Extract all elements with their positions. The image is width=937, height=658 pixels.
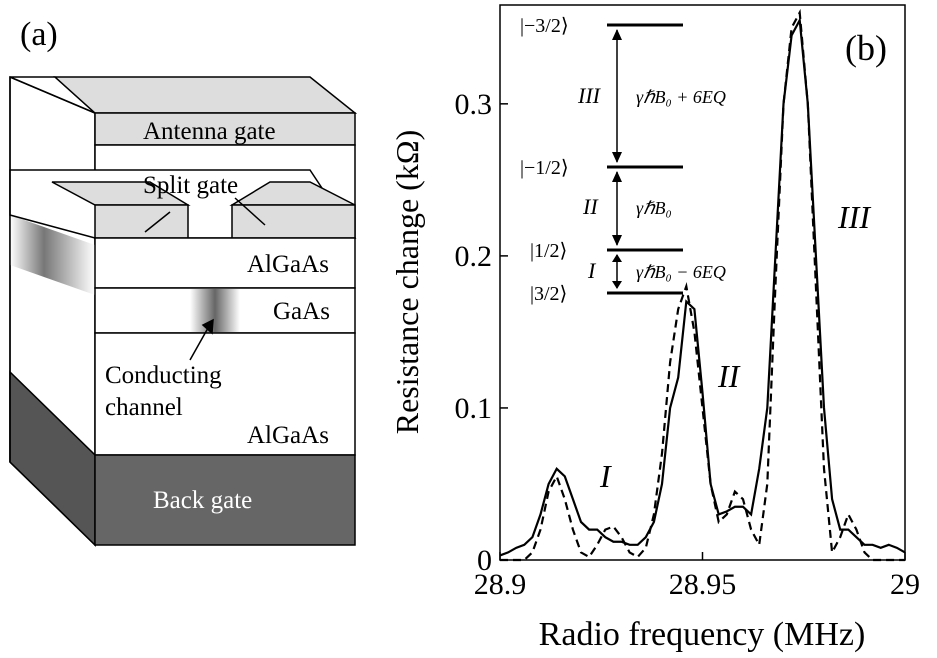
device-diagram bbox=[9, 75, 358, 547]
y-axis-label: Resistance change (kΩ) bbox=[389, 130, 425, 435]
level-diagram bbox=[607, 23, 683, 295]
level-label: |3/2⟩ bbox=[530, 283, 567, 305]
channel-label: Conducting bbox=[105, 362, 222, 389]
peak-label: III bbox=[837, 199, 871, 235]
transition-energy: γℏB₀ − 6EQ bbox=[636, 262, 726, 282]
transition-energy: γℏB₀ bbox=[636, 198, 672, 218]
x-tick-label: 28.95 bbox=[669, 568, 737, 601]
data-line bbox=[500, 8, 905, 562]
layer-label: AlGaAs bbox=[247, 251, 329, 278]
data-line bbox=[499, 16, 906, 557]
transition-label: I bbox=[587, 258, 597, 283]
level-label: |−1/2⟩ bbox=[520, 157, 569, 179]
layer-label: Back gate bbox=[153, 487, 252, 514]
layer-label: AlGaAs bbox=[247, 422, 329, 449]
level-label: |1/2⟩ bbox=[530, 240, 567, 262]
layer-label: GaAs bbox=[273, 298, 330, 325]
y-tick-label: 0.2 bbox=[455, 240, 493, 273]
panel-label: (a) bbox=[20, 16, 58, 53]
peak-label: II bbox=[717, 358, 741, 394]
transition-energy: γℏB₀ + 6EQ bbox=[636, 87, 726, 107]
panel-label: (b) bbox=[845, 28, 887, 68]
channel-label: channel bbox=[105, 394, 183, 421]
x-tick-label: 28.9 bbox=[474, 568, 527, 601]
level-label: |−3/2⟩ bbox=[520, 15, 569, 37]
x-tick-label: 29 bbox=[890, 568, 920, 601]
y-tick-label: 0.3 bbox=[455, 88, 493, 121]
y-tick-label: 0 bbox=[477, 544, 492, 577]
transition-label: III bbox=[577, 83, 602, 108]
layer-label: Antenna gate bbox=[143, 118, 276, 145]
layer-label: Split gate bbox=[143, 172, 238, 199]
peak-label: I bbox=[599, 458, 612, 494]
x-axis-label: Radio frequency (MHz) bbox=[539, 616, 866, 653]
y-tick-label: 0.1 bbox=[455, 392, 493, 425]
transition-label: II bbox=[582, 194, 599, 219]
